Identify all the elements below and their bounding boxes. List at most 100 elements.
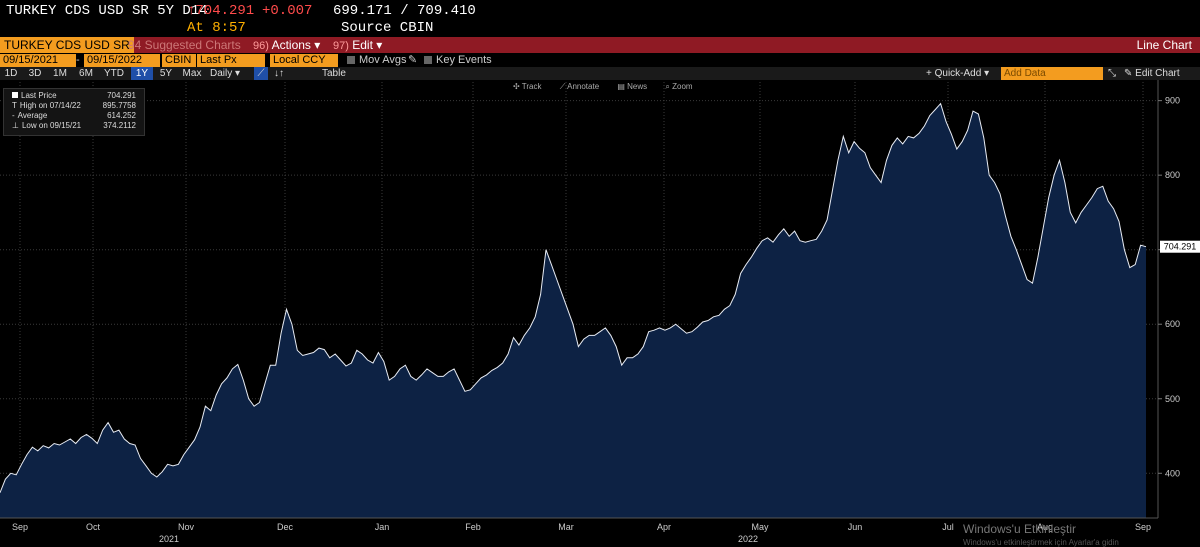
quick-add-button[interactable]: + Quick-Add ▾ — [926, 68, 990, 79]
range-3d[interactable]: 3D — [28, 68, 42, 79]
table-button[interactable]: Table — [322, 68, 346, 79]
x-tick-label: Oct — [86, 522, 101, 532]
legend-label: Last Price — [21, 91, 57, 100]
range-ytd[interactable]: YTD — [104, 68, 124, 79]
range-1m[interactable]: 1M — [53, 68, 67, 79]
price-line — [0, 102, 1147, 493]
zoom-tool[interactable]: ⌕ Zoom — [665, 82, 693, 91]
quote-header: TURKEY CDS USD SR 5Y D14 ↑704.291 +0.007… — [0, 0, 1200, 36]
source-field[interactable]: CBIN — [162, 54, 196, 67]
end-date-field[interactable]: 09/15/2022 — [84, 54, 160, 67]
legend-row-low: ⊥ Low on 09/15/21 374.2112 — [12, 121, 138, 130]
x-tick-label: Feb — [465, 522, 481, 532]
chart-legend[interactable]: Last Price 704.291 T High on 07/14/22 895… — [3, 88, 145, 136]
average-marker-icon: - — [12, 111, 15, 120]
x-axis: Sep Oct Nov Dec Jan Feb Mar Apr May Jun Jul Aug Sep 2… — [12, 522, 1151, 544]
cds-chart[interactable]: 400500600700800900 SepOctNovDecJanFebMar… — [0, 80, 1200, 546]
activation-watermark-subtitle: Windows'u etkinleştirmek için Ayarlar'a … — [963, 538, 1119, 547]
range-6m[interactable]: 6M — [79, 68, 93, 79]
last-price: ↑704.291 — [187, 3, 255, 19]
legend-value: 614.252 — [107, 111, 136, 120]
area-fill — [0, 103, 1146, 518]
sort-icon[interactable]: ↓↑ — [274, 68, 284, 79]
price-change: +0.007 — [262, 3, 313, 19]
y-tick-label: 500 — [1165, 394, 1180, 404]
annotate-label: Annotate — [567, 82, 600, 91]
range-5y[interactable]: 5Y — [159, 68, 173, 79]
range-toolbar: 1D 3D 1M 6M YTD 1Y 5Y Max Daily ▾ ⟋ ↓↑ T… — [0, 67, 1200, 80]
date-separator: - — [76, 54, 80, 66]
edit-label: Edit ▾ — [352, 38, 383, 52]
x-tick-label: May — [751, 522, 769, 532]
legend-label: Low on 09/15/21 — [21, 121, 82, 130]
key-events-checkbox[interactable] — [424, 56, 432, 64]
edit-number: 97) — [333, 40, 349, 52]
year-label: 2022 — [738, 534, 758, 544]
chart-settings-bar: 09/15/2021 - 09/15/2022 CBIN Last Px Loc… — [0, 54, 1200, 67]
low-marker-icon: ⊥ — [12, 121, 19, 130]
ticker-field[interactable]: TURKEY CDS USD SR — [0, 37, 134, 53]
currency-selector[interactable]: Local CCY — [270, 54, 338, 67]
x-tick-label: Jul — [942, 522, 954, 532]
range-1d[interactable]: 1D — [4, 68, 18, 79]
legend-swatch — [12, 92, 18, 98]
x-tick-label: Jan — [375, 522, 390, 532]
actions-number: 96) — [253, 40, 269, 52]
range-1y[interactable]: 1Y — [131, 67, 153, 80]
legend-value: 895.7758 — [102, 101, 136, 110]
frequency-dropdown[interactable]: Daily ▾ — [210, 68, 241, 79]
menu-bar: TURKEY CDS USD SR 94 Suggested Charts 96… — [0, 37, 1200, 53]
x-tick-label: Sep — [1135, 522, 1151, 532]
high-marker-icon: T — [12, 101, 17, 110]
edit-chart-button[interactable]: ✎ Edit Chart — [1124, 68, 1180, 79]
legend-label: High on 07/14/22 — [19, 101, 81, 110]
x-tick-label: Dec — [277, 522, 294, 532]
zoom-label: Zoom — [672, 82, 693, 91]
range-max[interactable]: Max — [182, 68, 202, 79]
last-value-label: 704.291 — [1164, 242, 1197, 252]
mov-avgs-label[interactable]: Mov Avgs — [359, 54, 407, 66]
last-value-marker: 704.291 — [1160, 240, 1200, 253]
x-tick-label: Apr — [657, 522, 671, 532]
edit-chart-label: Edit Chart — [1135, 68, 1180, 79]
year-label: 2021 — [159, 534, 179, 544]
actions-label: Actions ▾ — [271, 38, 321, 52]
activation-watermark-title: Windows'u Etkinleştir — [963, 522, 1076, 536]
track-label: Track — [521, 82, 542, 91]
y-tick-label: 600 — [1165, 319, 1180, 329]
legend-value: 704.291 — [107, 91, 136, 100]
x-tick-label: Mar — [558, 522, 574, 532]
legend-row-last-price: Last Price 704.291 — [12, 91, 138, 100]
actions-menu[interactable]: 96) Actions ▾ — [253, 37, 320, 53]
edit-menu[interactable]: 97) Edit ▾ — [333, 37, 382, 53]
key-events-label[interactable]: Key Events — [436, 54, 492, 66]
annotate-tool[interactable]: ⟋ Annotate — [559, 82, 600, 91]
chart-type-title: Line Chart — [1136, 38, 1192, 52]
x-tick-label: Sep — [12, 522, 28, 532]
field-selector[interactable]: Last Px — [197, 54, 265, 67]
start-date-field[interactable]: 09/15/2021 — [0, 54, 76, 67]
track-tool[interactable]: ✣ Track — [513, 82, 542, 91]
y-axis: 400500600700800900 — [1158, 96, 1180, 478]
add-data-input[interactable]: Add Data — [1001, 67, 1103, 80]
legend-row-average: - Average 614.252 — [12, 111, 138, 120]
security-name: TURKEY CDS USD SR 5Y D14 — [6, 3, 208, 19]
legend-row-high: T High on 07/14/22 895.7758 — [12, 101, 138, 110]
bid-ask: 699.171 / 709.410 — [333, 3, 476, 19]
x-tick-label: Aug — [1037, 522, 1053, 532]
line-chart-icon[interactable]: ⟋ — [254, 67, 268, 80]
quote-time: At 8:57 — [187, 20, 246, 36]
news-tool[interactable]: ▤ News — [617, 82, 648, 91]
legend-label: Average — [17, 111, 48, 120]
pencil-icon[interactable]: ✎ — [408, 54, 418, 66]
x-tick-label: Nov — [178, 522, 195, 532]
suggested-charts-menu[interactable]: 94 Suggested Charts — [128, 38, 241, 52]
y-tick-label: 400 — [1165, 468, 1180, 478]
legend-value: 374.2112 — [103, 121, 136, 130]
x-tick-label: Jun — [848, 522, 863, 532]
expand-icon[interactable]: ⤡ — [1108, 68, 1116, 79]
mov-avgs-checkbox[interactable] — [347, 56, 355, 64]
quote-source: Source CBIN — [341, 20, 434, 36]
chart-tools: ✣ Track ⟋ Annotate ▤ News ⌕ Zoom — [513, 82, 709, 92]
y-tick-label: 800 — [1165, 170, 1180, 180]
